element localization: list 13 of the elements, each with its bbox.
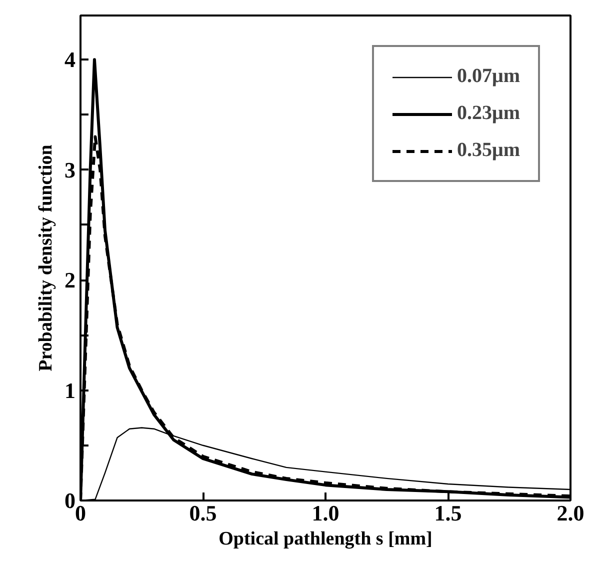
- x-tick-label: 0.5: [189, 500, 217, 526]
- y-tick-label: 1: [64, 378, 76, 403]
- y-axis-title: Probability density function: [36, 144, 56, 372]
- x-tick-label: 2.0: [556, 500, 584, 526]
- legend-label: 0.35μm: [457, 139, 520, 162]
- x-tick-label: 1.5: [434, 500, 462, 526]
- legend-label: 0.23μm: [457, 102, 520, 125]
- x-axis-title: Optical pathlength s [mm]: [218, 528, 432, 550]
- legend-label: 0.07μm: [457, 65, 520, 88]
- y-tick-label: 3: [64, 157, 76, 182]
- x-tick-label: 1.0: [312, 500, 340, 526]
- y-tick-label: 2: [64, 268, 76, 293]
- y-tick-label: 4: [64, 47, 76, 72]
